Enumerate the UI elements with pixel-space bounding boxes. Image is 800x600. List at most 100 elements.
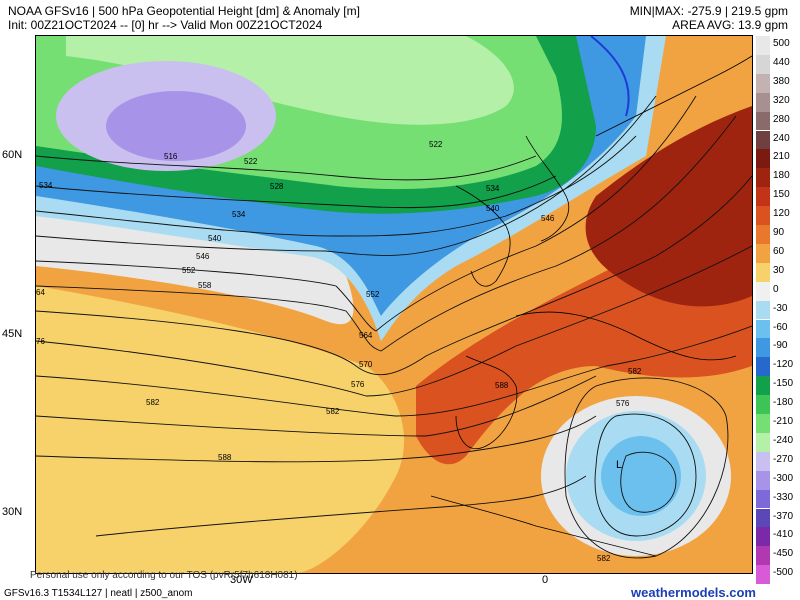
colorbar-entry: 210 <box>756 149 800 169</box>
brand-link[interactable]: weathermodels.com <box>631 585 756 600</box>
colorbar-label: 320 <box>773 94 790 106</box>
lat-label-45n: 45N <box>2 328 23 340</box>
contour-label: 534 <box>486 184 500 193</box>
lon-label-0: 0 <box>542 574 549 586</box>
colorbar-label: 210 <box>773 151 790 163</box>
colorbar-label: 90 <box>773 227 785 238</box>
colorbar-label: -180 <box>773 397 794 409</box>
colorbar-label: -210 <box>773 416 794 427</box>
contour-labels: 516 522 522 528 534 534 534 540 540 546 … <box>36 140 642 563</box>
colorbar-entry: 180 <box>756 168 800 188</box>
colorbar-label: 240 <box>773 132 790 144</box>
colorbar-label: 120 <box>773 208 790 220</box>
colorbar-entry: -500 <box>756 565 800 585</box>
colorbar-swatch <box>756 376 770 396</box>
colorbar-label: -450 <box>773 548 794 560</box>
colorbar-swatch <box>756 149 770 169</box>
contour-label: 516 <box>164 152 178 161</box>
colorbar-label: 180 <box>773 170 790 182</box>
colorbar-entry: -150 <box>756 376 800 396</box>
negative-anomaly-pale-green-region <box>66 36 514 125</box>
colorbar-swatch <box>756 489 770 509</box>
colorbar-entry: -60 <box>756 319 800 339</box>
geopotential-height-map[interactable]: 516 522 522 528 534 534 534 540 540 546 … <box>35 35 753 574</box>
colorbar-swatch <box>756 73 770 93</box>
colorbar-entry: 280 <box>756 111 800 131</box>
positive-anomaly-darkred-region <box>585 106 752 307</box>
colorbar-swatch <box>756 36 770 55</box>
colorbar-swatch <box>756 527 770 547</box>
contour-label: 534 <box>39 181 53 190</box>
colorbar-entry: 150 <box>756 187 800 207</box>
contour-label: 522 <box>429 140 443 149</box>
height-contours <box>36 95 752 559</box>
colorbar-swatch <box>756 225 770 244</box>
colorbar-label: -90 <box>773 340 788 352</box>
colorbar-swatch <box>756 508 770 528</box>
colorbar-swatch <box>756 565 770 585</box>
colorbar-swatch <box>756 432 770 452</box>
colorbar-entry: 0 <box>756 281 800 301</box>
colorbar-label: 280 <box>773 113 790 125</box>
colorbar-swatch <box>756 262 770 282</box>
lat-label-60n: 60N <box>2 149 23 161</box>
contour-label: 528 <box>270 182 284 191</box>
colorbar-label: -330 <box>773 491 794 503</box>
contour-label: 576 <box>616 399 630 408</box>
model-info-text: GFSv16.3 T1534L127 | neatl | z500_anom <box>4 588 193 599</box>
colorbar-label: 440 <box>773 56 790 68</box>
contour-label: 546 <box>196 252 210 261</box>
colorbar-swatch <box>756 92 770 112</box>
colorbar-label: 30 <box>773 264 785 276</box>
map-title: NOAA GFSv16 | 500 hPa Geopotential Heigh… <box>8 4 360 18</box>
contour-label: 540 <box>208 234 222 243</box>
positive-anomaly-weak-region <box>36 286 405 573</box>
colorbar-swatch <box>756 338 770 358</box>
colorbar-swatch <box>756 54 770 74</box>
colorbar-entry: -270 <box>756 451 800 471</box>
colorbar-label: -500 <box>773 567 794 579</box>
zero-anomaly-line <box>590 36 630 117</box>
anomaly-colorbar: 500 440 380 320 280 240 210 180 150 120 90 60 30 0 -30… <box>756 36 800 585</box>
colorbar-swatch <box>756 319 770 339</box>
contour-label: 522 <box>244 157 258 166</box>
contour-label: 76 <box>36 337 45 346</box>
colorbar-entry: -90 <box>756 338 800 358</box>
colorbar-swatch <box>756 187 770 207</box>
colorbar-label: -60 <box>773 321 788 333</box>
colorbar-label: -270 <box>773 453 794 465</box>
colorbar-entry: 90 <box>756 225 800 244</box>
colorbar-entry: 60 <box>756 243 800 263</box>
colorbar-label: -30 <box>773 302 788 314</box>
strong-low-inner <box>106 91 246 161</box>
colorbar-swatch <box>756 243 770 263</box>
contour-label: 576 <box>351 380 365 389</box>
contour-label: 64 <box>36 288 45 297</box>
colorbar-entry: 120 <box>756 206 800 225</box>
contour-label: 558 <box>198 281 212 290</box>
contour-label: 582 <box>326 407 340 416</box>
contour-label: 582 <box>597 554 611 563</box>
colorbar-entry: 500 <box>756 36 800 55</box>
contour-label: 588 <box>495 381 509 390</box>
map-canvas: 516 522 522 528 534 534 534 540 540 546 … <box>36 36 752 573</box>
colorbar-label: -150 <box>773 378 794 390</box>
colorbar-entry: -370 <box>756 508 800 528</box>
low-center-marker: L <box>616 459 622 471</box>
colorbar-entry: -180 <box>756 395 800 414</box>
colorbar-swatch <box>756 206 770 225</box>
colorbar-label: -300 <box>773 472 794 484</box>
area-average-readout: AREA AVG: 13.9 gpm <box>672 18 788 32</box>
colorbar-entry: -30 <box>756 300 800 320</box>
colorbar-entry: 240 <box>756 130 800 150</box>
colorbar-swatch <box>756 546 770 566</box>
min-max-readout: MIN|MAX: -275.9 | 219.5 gpm <box>629 4 788 18</box>
colorbar-entry: -330 <box>756 489 800 509</box>
contour-label: 588 <box>218 453 232 462</box>
coastlines <box>430 55 752 557</box>
contour-label: 582 <box>146 398 160 407</box>
colorbar-entry: 30 <box>756 262 800 282</box>
colorbar-swatch <box>756 300 770 320</box>
colorbar-entry: -240 <box>756 432 800 452</box>
cutoff-low-core <box>601 436 681 516</box>
